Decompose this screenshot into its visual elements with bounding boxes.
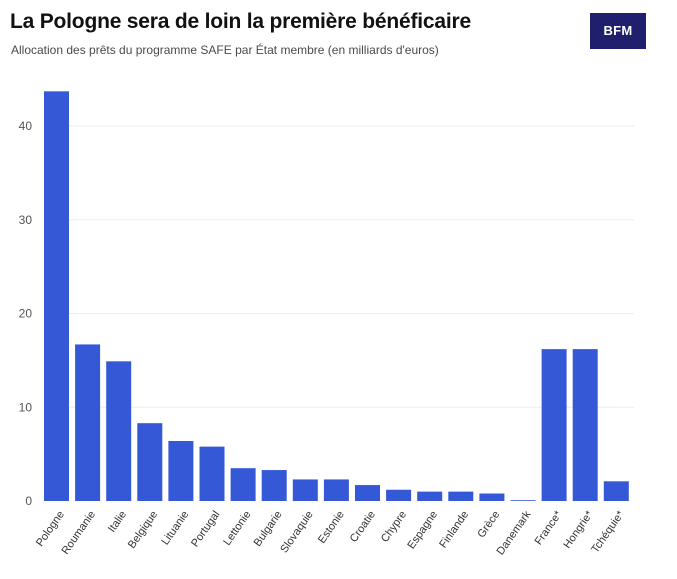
bar-lituanie — [168, 441, 194, 501]
bar-bulgarie — [261, 470, 287, 501]
bar-danemark — [510, 500, 536, 501]
bar-finlande — [448, 491, 474, 501]
x-tick-label: Croatie — [348, 509, 378, 545]
bar-italie — [106, 361, 132, 501]
x-tick-label: Lettonie — [221, 509, 253, 548]
y-axis-ticks: 0 10 20 30 40 — [19, 119, 33, 508]
x-tick-label: Grèce — [475, 509, 502, 540]
bar-france — [541, 349, 567, 501]
bar-portugal — [199, 446, 225, 501]
bar-espagne — [417, 491, 443, 501]
bar-grèce — [479, 493, 505, 501]
y-tick-label: 20 — [19, 307, 33, 321]
y-tick-label: 10 — [19, 400, 33, 414]
bar-lettonie — [230, 468, 256, 501]
bar-slovaquie — [292, 479, 318, 501]
x-tick-label: Finlande — [437, 509, 471, 550]
bars — [44, 91, 629, 501]
x-tick-label: Chypre — [379, 509, 409, 545]
y-tick-label: 40 — [19, 119, 33, 133]
gridlines — [44, 125, 634, 408]
x-tick-label: Espagne — [405, 509, 440, 551]
x-tick-label: Estonie — [316, 509, 347, 546]
x-tick-label: Pologne — [34, 509, 67, 549]
x-tick-label: Lituanie — [159, 509, 191, 547]
bar-chypre — [386, 489, 412, 501]
x-tick-label: France* — [533, 508, 565, 547]
bar-belgique — [137, 423, 163, 501]
x-tick-label: Belgique — [126, 509, 160, 551]
bar-tchéquie — [603, 481, 629, 501]
chart-subtitle: Allocation des prêts du programme SAFE p… — [11, 43, 439, 57]
x-tick-label: Bulgarie — [252, 509, 285, 549]
x-tick-label: Italie — [106, 509, 129, 535]
bar-croatie — [355, 485, 380, 501]
y-tick-label: 30 — [19, 213, 33, 227]
y-tick-label: 0 — [25, 494, 32, 508]
chart-title: La Pologne sera de loin la première béné… — [10, 10, 471, 33]
bar-pologne — [44, 91, 69, 501]
bar-estonie — [323, 479, 349, 501]
bfm-logo: BFM — [590, 13, 646, 49]
bar-hongrie — [572, 349, 598, 501]
x-tick-label: Portugal — [189, 509, 222, 549]
bar-roumanie — [75, 344, 101, 501]
